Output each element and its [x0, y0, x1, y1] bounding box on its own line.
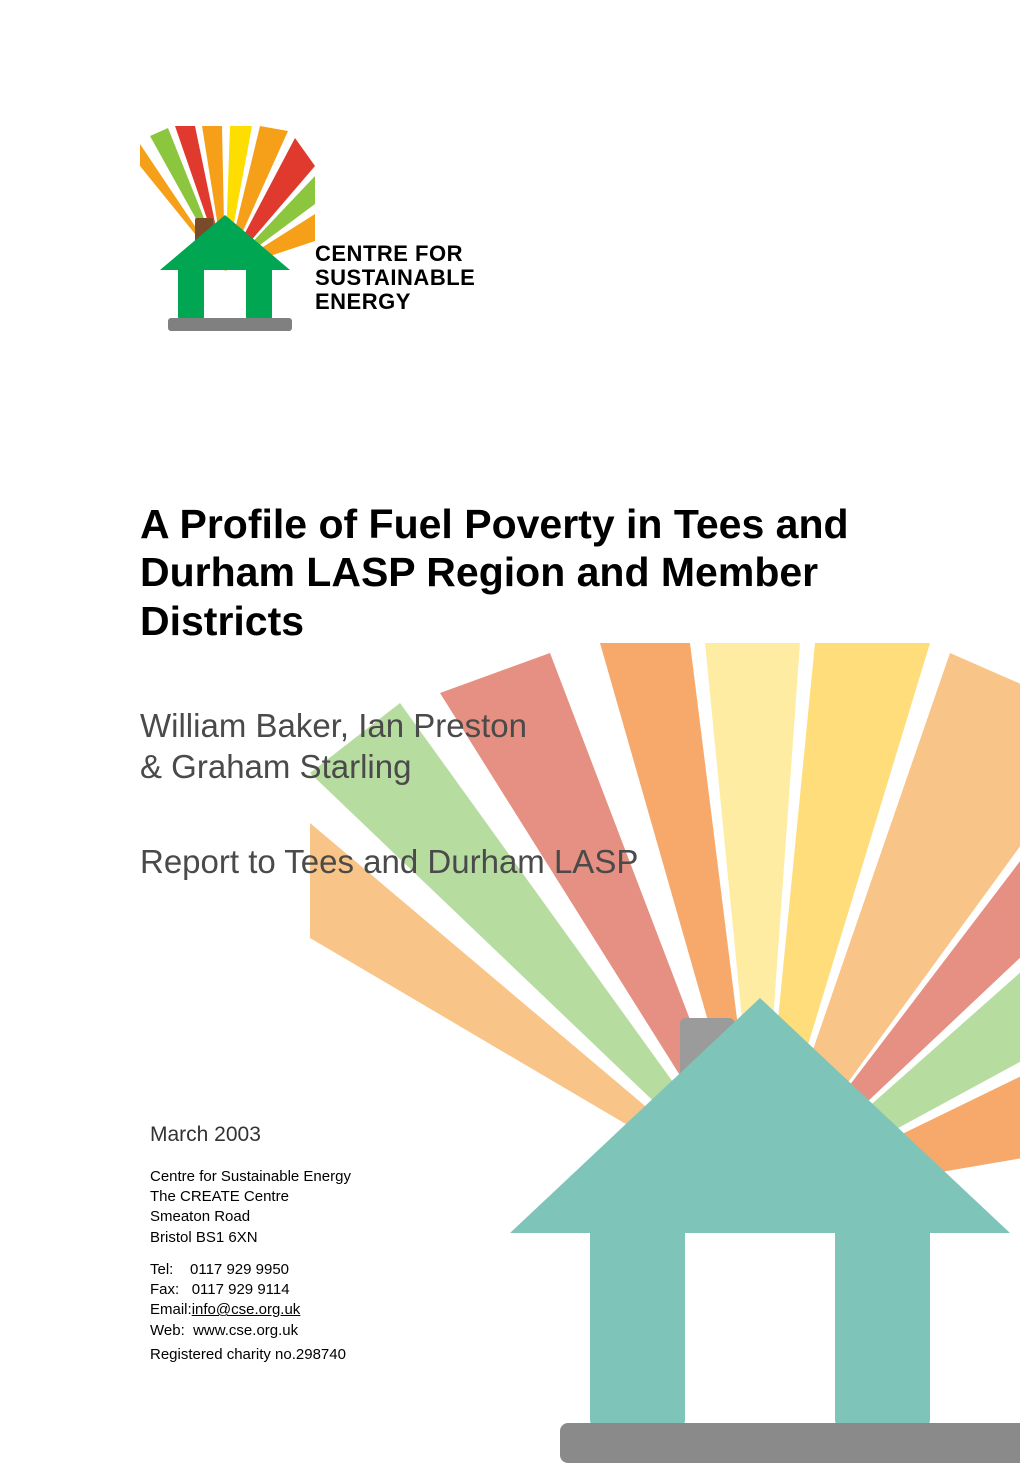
logo-text-line2: SUSTAINABLE	[315, 266, 475, 290]
tel-label: Tel:	[150, 1261, 173, 1278]
cse-logo: CENTRE FOR SUSTAINABLE ENERGY	[140, 130, 440, 330]
page: CENTRE FOR SUSTAINABLE ENERGY A Profile …	[0, 0, 1020, 1443]
logo-text: CENTRE FOR SUSTAINABLE ENERGY	[315, 242, 475, 315]
fax-value: 0117 929 9114	[192, 1281, 290, 1298]
email-label: Email:	[150, 1301, 192, 1318]
web-value: www.cse.org.uk	[193, 1322, 298, 1339]
fax-label: Fax:	[150, 1281, 179, 1298]
org-addr3: Bristol BS1 6XN	[150, 1228, 351, 1248]
report-to-block: Report to Tees and Durham LASP	[140, 843, 1020, 881]
logo-text-line3: ENERGY	[315, 290, 475, 314]
org-email-row: Email:info@cse.org.uk	[150, 1300, 351, 1320]
org-addr1: The CREATE Centre	[150, 1187, 351, 1207]
org-name: Centre for Sustainable Energy	[150, 1167, 351, 1187]
org-tel-row: Tel: 0117 929 9950	[150, 1260, 351, 1280]
authors-block: William Baker, Ian Preston & Graham Star…	[140, 705, 1020, 788]
logo-text-line1: CENTRE FOR	[315, 242, 475, 266]
tel-value: 0117 929 9950	[190, 1261, 289, 1278]
authors-line2: & Graham Starling	[140, 746, 1020, 787]
charity-number: Registered charity no.298740	[150, 1345, 351, 1365]
authors-line1: William Baker, Ian Preston	[140, 705, 1020, 746]
report-to: Report to Tees and Durham LASP	[140, 843, 1020, 881]
logo-house-icon	[160, 215, 300, 335]
org-web-row: Web: www.cse.org.uk	[150, 1321, 351, 1341]
email-link[interactable]: info@cse.org.uk	[192, 1301, 301, 1318]
web-label: Web:	[150, 1322, 185, 1339]
org-addr2: Smeaton Road	[150, 1207, 351, 1227]
org-info: Centre for Sustainable Energy The CREATE…	[150, 1167, 351, 1365]
publication-date: March 2003	[150, 1123, 351, 1147]
document-title: A Profile of Fuel Poverty in Tees and Du…	[140, 500, 870, 645]
title-block: A Profile of Fuel Poverty in Tees and Du…	[140, 500, 870, 645]
org-fax-row: Fax: 0117 929 9114	[150, 1280, 351, 1300]
footer: March 2003 Centre for Sustainable Energy…	[150, 1123, 351, 1365]
